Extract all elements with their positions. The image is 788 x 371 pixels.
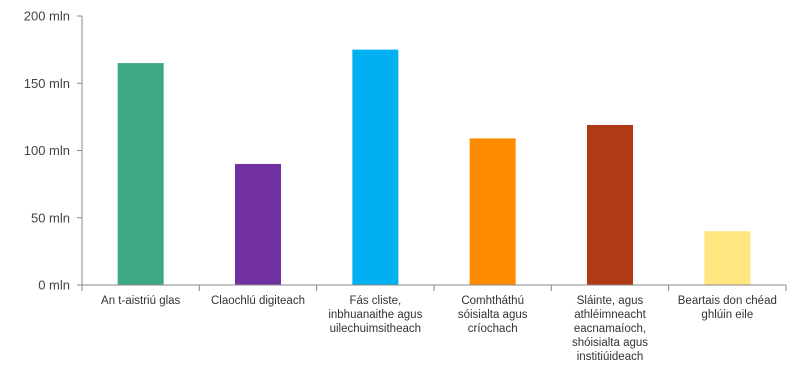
bar: [117, 63, 164, 286]
x-category-label-line: Fás cliste,: [349, 295, 401, 307]
x-category-label: Claochlú digiteach: [211, 295, 305, 307]
bar: [235, 163, 281, 285]
x-category-label-line: Claochlú digiteach: [211, 295, 305, 307]
y-tick-label: 100 mln: [24, 143, 70, 158]
bars: [117, 49, 751, 286]
bar: [704, 231, 751, 285]
x-category-label-line: Comhtháthú: [461, 295, 524, 307]
bar: [587, 124, 633, 285]
x-category-label-line: sóisialta agus: [458, 309, 528, 321]
y-tick-label: 200 mln: [24, 9, 70, 24]
x-category-label-line: An t-aistriú glas: [101, 295, 181, 307]
x-category-label: Fás cliste, inbhuanaithe agus uilechuimsit…: [328, 295, 422, 335]
x-category-label-line: críochach: [468, 323, 518, 335]
bar: [352, 49, 399, 285]
y-axis: 0 mln 50 mln 100 mln 150 mln 200 mln: [24, 9, 83, 293]
x-category-label-line: uilechuimsitheach: [330, 323, 421, 335]
x-category-label-line: ghlúin eile: [701, 309, 753, 321]
x-category-label: Beartais don chéad ghlúin eile: [678, 295, 777, 321]
y-tick-label: 150 mln: [24, 76, 70, 91]
x-category-label: Sláinte, agus athléimneacht eacnamaíoch, sh…: [572, 295, 648, 363]
y-tick-label: 50 mln: [31, 210, 70, 225]
x-category-label: An t-aistriú glas: [101, 295, 181, 307]
x-category-label-line: Sláinte, agus: [577, 295, 644, 307]
x-axis: An t-aistriú glas Claochlú digiteach Fás c…: [81, 284, 787, 363]
x-category-label: Comhtháthú sóisialta agus críochach: [458, 295, 528, 335]
x-category-label-line: shóisialta agus: [572, 337, 648, 349]
bar: [469, 138, 516, 285]
x-category-label-line: Beartais don chéad: [678, 295, 777, 307]
y-tick-label: 0 mln: [38, 278, 70, 293]
x-category-label-line: athléimneacht: [574, 309, 646, 321]
x-category-label-line: institiúideach: [577, 351, 643, 363]
x-category-label-line: inbhuanaithe agus: [328, 309, 422, 321]
x-category-label-line: eacnamaíoch,: [574, 323, 646, 335]
